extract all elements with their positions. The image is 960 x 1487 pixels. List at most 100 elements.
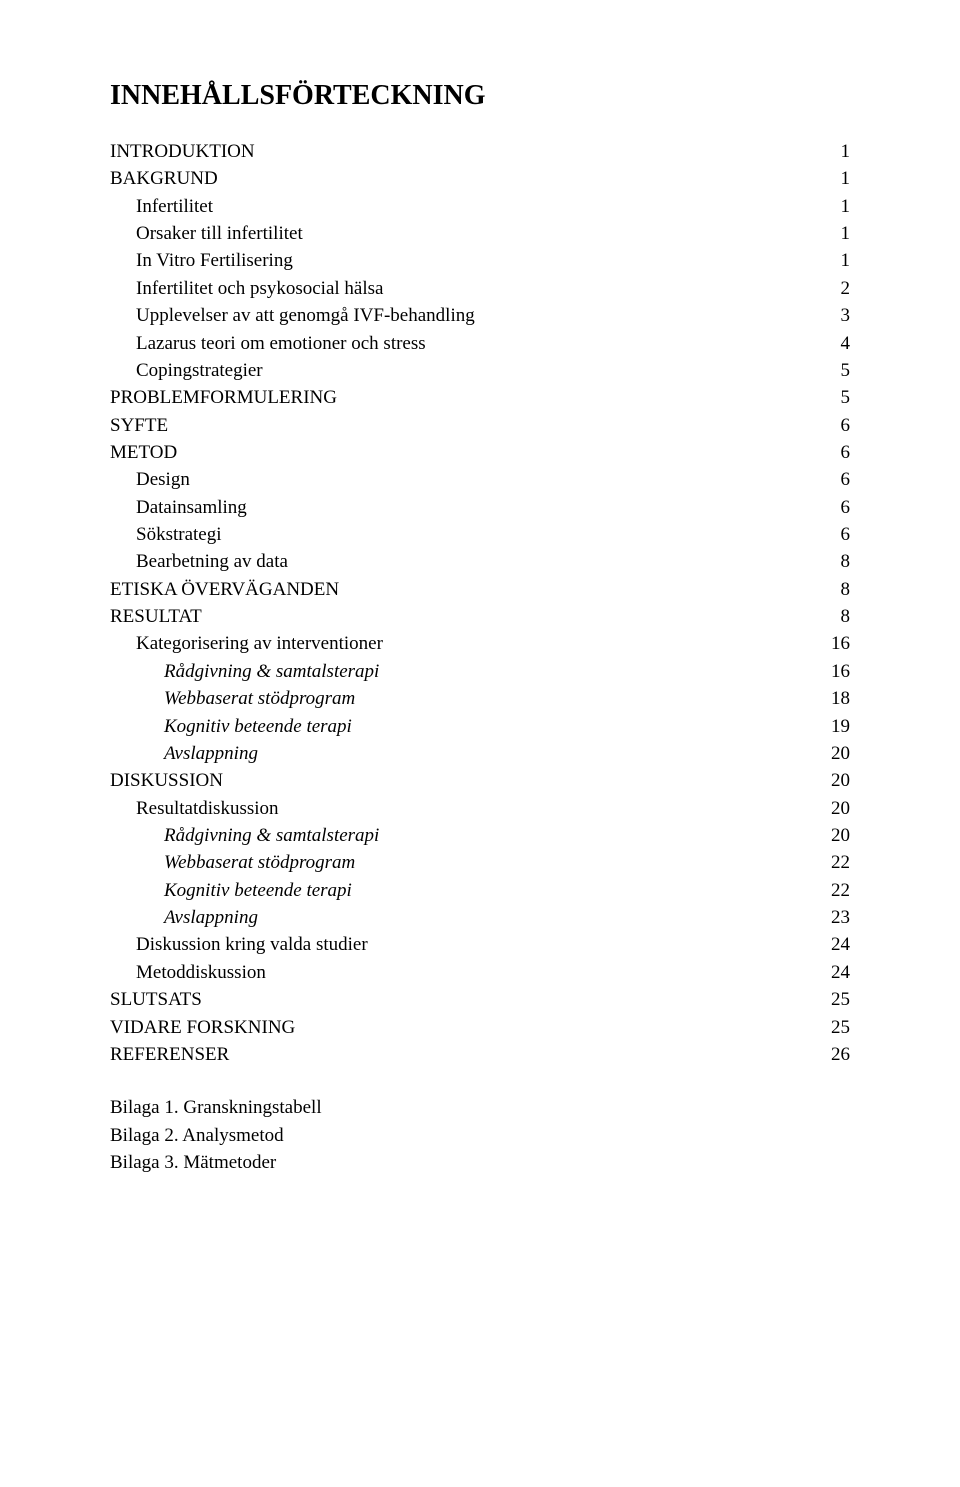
toc-entry: Copingstrategier5 [110,357,850,384]
toc-entry-label: REFERENSER [110,1041,229,1068]
toc-entry: In Vitro Fertilisering 1 [110,247,850,274]
toc-entry-page: 20 [826,767,850,794]
toc-entry-label: INTRODUKTION [110,138,255,165]
toc-entry-page: 26 [826,1041,850,1068]
toc-entry: Upplevelser av att genomgå IVF-behandlin… [110,302,850,329]
toc-entry-page: 3 [826,302,850,329]
toc-entry-page: 6 [826,494,850,521]
toc-entry-page: 18 [826,685,850,712]
toc-entry-label: Kognitiv beteende terapi [164,877,352,904]
toc-entry: Rådgivning & samtalsterapi 20 [110,822,850,849]
toc-entry-label: Kognitiv beteende terapi [164,713,352,740]
toc-entry: SLUTSATS 25 [110,986,850,1013]
toc-entry-page: 20 [826,795,850,822]
toc-entry: Bearbetning av data 8 [110,548,850,575]
toc-entry-label: RESULTAT [110,603,202,630]
toc-entry-label: Sökstrategi [136,521,222,548]
toc-title: INNEHÅLLSFÖRTECKNING [110,80,850,112]
toc-entry: Webbaserat stödprogram 18 [110,685,850,712]
toc-entry-label: Design [136,466,190,493]
table-of-contents: INTRODUKTION1BAKGRUND1Infertilitet1Orsak… [110,138,850,1068]
toc-entry-page: 20 [826,740,850,767]
toc-entry: SYFTE 6 [110,412,850,439]
toc-entry-page: 22 [826,877,850,904]
toc-entry-page: 8 [826,576,850,603]
toc-entry-page: 1 [826,138,850,165]
toc-entry: Design 6 [110,466,850,493]
toc-entry: Resultatdiskussion 20 [110,795,850,822]
toc-entry-label: Webbaserat stödprogram [164,685,355,712]
toc-entry-page: 5 [826,384,850,411]
appendix-line: Bilaga 2. Analysmetod [110,1122,850,1149]
toc-entry: METOD 6 [110,439,850,466]
toc-entry-label: Webbaserat stödprogram [164,849,355,876]
toc-entry-label: SYFTE [110,412,168,439]
toc-entry-page: 1 [826,193,850,220]
toc-entry-page: 24 [826,959,850,986]
toc-entry-page: 20 [826,822,850,849]
toc-entry-label: Upplevelser av att genomgå IVF-behandlin… [136,302,475,329]
toc-entry: Avslappning 23 [110,904,850,931]
toc-entry-page: 22 [826,849,850,876]
toc-entry-page: 4 [826,330,850,357]
toc-entry: Datainsamling 6 [110,494,850,521]
toc-entry: Lazarus teori om emotioner och stress 4 [110,330,850,357]
toc-entry-label: Metoddiskussion [136,959,266,986]
toc-entry-label: Avslappning [164,740,258,767]
toc-entry: BAKGRUND1 [110,165,850,192]
toc-entry: Sökstrategi 6 [110,521,850,548]
toc-entry-label: Infertilitet [136,193,213,220]
toc-entry: Diskussion kring valda studier 24 [110,931,850,958]
toc-entry-page: 6 [826,439,850,466]
toc-entry-page: 25 [826,1014,850,1041]
toc-entry: Infertilitet 1 [110,193,850,220]
toc-entry-label: Rådgivning & samtalsterapi [164,822,379,849]
toc-entry: VIDARE FORSKNING 25 [110,1014,850,1041]
toc-entry-label: METOD [110,439,177,466]
toc-entry-page: 8 [826,548,850,575]
toc-entry-page: 24 [826,931,850,958]
toc-entry-page: 1 [826,247,850,274]
toc-entry: Kategorisering av interventioner16 [110,630,850,657]
toc-entry-label: PROBLEMFORMULERING [110,384,337,411]
toc-entry-label: ETISKA ÖVERVÄGANDEN [110,576,339,603]
toc-entry-page: 6 [826,466,850,493]
toc-entry: Kognitiv beteende terapi 19 [110,713,850,740]
page: INNEHÅLLSFÖRTECKNING INTRODUKTION1BAKGRU… [0,0,960,1236]
toc-entry-page: 5 [826,357,850,384]
toc-entry-page: 6 [826,412,850,439]
toc-entry: DISKUSSION 20 [110,767,850,794]
toc-entry-page: 25 [826,986,850,1013]
toc-entry-page: 6 [826,521,850,548]
toc-entry-page: 23 [826,904,850,931]
toc-entry-label: Lazarus teori om emotioner och stress [136,330,426,357]
toc-entry-page: 2 [826,275,850,302]
toc-entry-label: In Vitro Fertilisering [136,247,293,274]
toc-entry-label: Datainsamling [136,494,247,521]
toc-entry: Infertilitet och psykosocial hälsa 2 [110,275,850,302]
toc-entry-label: Orsaker till infertilitet [136,220,303,247]
toc-entry-page: 19 [826,713,850,740]
toc-entry-label: Bearbetning av data [136,548,288,575]
toc-entry-page: 1 [826,220,850,247]
toc-entry: ETISKA ÖVERVÄGANDEN 8 [110,576,850,603]
toc-entry-label: Rådgivning & samtalsterapi [164,658,379,685]
appendix-line: Bilaga 1. Granskningstabell [110,1094,850,1121]
toc-entry-label: Diskussion kring valda studier [136,931,368,958]
toc-entry-label: Infertilitet och psykosocial hälsa [136,275,383,302]
toc-entry-label: SLUTSATS [110,986,202,1013]
toc-entry-label: VIDARE FORSKNING [110,1014,295,1041]
toc-entry-label: DISKUSSION [110,767,223,794]
appendix-list: Bilaga 1. GranskningstabellBilaga 2. Ana… [110,1094,850,1176]
toc-entry-page: 8 [826,603,850,630]
toc-entry-label: Resultatdiskussion [136,795,279,822]
toc-entry: REFERENSER 26 [110,1041,850,1068]
toc-entry: RESULTAT 8 [110,603,850,630]
toc-entry: Kognitiv beteende terapi 22 [110,877,850,904]
toc-entry: Avslappning 20 [110,740,850,767]
toc-entry-page: 16 [826,630,850,657]
toc-entry: Webbaserat stödprogram 22 [110,849,850,876]
toc-entry: Orsaker till infertilitet 1 [110,220,850,247]
toc-entry: INTRODUKTION 1 [110,138,850,165]
toc-entry-label: Avslappning [164,904,258,931]
